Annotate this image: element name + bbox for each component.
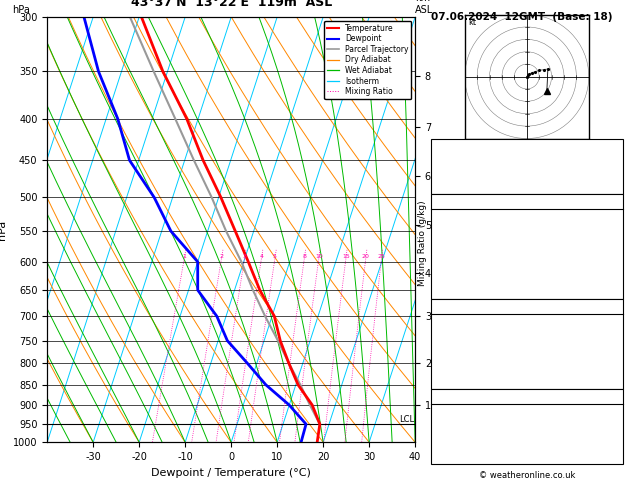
Text: 3: 3 xyxy=(614,407,620,416)
Text: 15: 15 xyxy=(342,254,350,259)
Text: CAPE (J): CAPE (J) xyxy=(436,272,472,281)
Text: 12: 12 xyxy=(608,143,620,152)
Text: 20: 20 xyxy=(362,254,370,259)
Text: km
ASL: km ASL xyxy=(415,0,433,15)
Text: 22: 22 xyxy=(608,422,620,431)
Text: 0: 0 xyxy=(614,287,620,296)
X-axis label: Dewpoint / Temperature (°C): Dewpoint / Temperature (°C) xyxy=(151,468,311,478)
Text: 306°: 306° xyxy=(598,437,620,446)
Text: StmDir: StmDir xyxy=(436,437,467,446)
Text: Surface: Surface xyxy=(507,197,547,207)
Text: 327: 327 xyxy=(603,332,620,341)
Text: 5: 5 xyxy=(614,257,620,266)
Text: hPa: hPa xyxy=(12,5,30,15)
Text: 0: 0 xyxy=(614,362,620,371)
Text: 2: 2 xyxy=(220,254,223,259)
Text: 8: 8 xyxy=(303,254,306,259)
Text: 0: 0 xyxy=(614,272,620,281)
Legend: Temperature, Dewpoint, Parcel Trajectory, Dry Adiabat, Wet Adiabat, Isotherm, Mi: Temperature, Dewpoint, Parcel Trajectory… xyxy=(324,21,411,99)
Text: LCL: LCL xyxy=(399,415,414,424)
Text: Dewp (°C): Dewp (°C) xyxy=(436,227,482,236)
Text: Hodograph: Hodograph xyxy=(499,392,555,401)
Text: 2.26: 2.26 xyxy=(599,181,620,190)
Text: CIN (J): CIN (J) xyxy=(436,377,464,386)
Text: 322: 322 xyxy=(603,242,620,251)
Text: 2: 2 xyxy=(614,347,620,356)
Text: CIN (J): CIN (J) xyxy=(436,287,464,296)
Text: Pressure (mb): Pressure (mb) xyxy=(436,317,499,326)
Text: Lifted Index: Lifted Index xyxy=(436,257,489,266)
Text: K: K xyxy=(436,143,442,152)
Text: PW (cm): PW (cm) xyxy=(436,181,474,190)
Text: 42: 42 xyxy=(608,162,620,171)
Y-axis label: km
ASL: km ASL xyxy=(434,221,455,239)
Text: Most Unstable: Most Unstable xyxy=(490,302,564,311)
Text: 4: 4 xyxy=(259,254,264,259)
Text: θₑ (K): θₑ (K) xyxy=(436,332,461,341)
Text: Totals Totals: Totals Totals xyxy=(436,162,490,171)
Text: 1: 1 xyxy=(182,254,186,259)
Text: StmSpd (kt): StmSpd (kt) xyxy=(436,452,490,461)
Text: 25: 25 xyxy=(377,254,386,259)
Text: 950: 950 xyxy=(603,317,620,326)
Text: 43°37'N  13°22'E  119m  ASL: 43°37'N 13°22'E 119m ASL xyxy=(131,0,331,8)
Text: SREH: SREH xyxy=(436,422,460,431)
Text: Lifted Index: Lifted Index xyxy=(436,347,489,356)
Text: Temp (°C): Temp (°C) xyxy=(436,212,481,221)
Text: © weatheronline.co.uk: © weatheronline.co.uk xyxy=(479,471,575,480)
Text: 3: 3 xyxy=(242,254,247,259)
Text: 10: 10 xyxy=(315,254,323,259)
Text: θₑ(K): θₑ(K) xyxy=(436,242,458,251)
Text: EH: EH xyxy=(436,407,448,416)
Text: 0: 0 xyxy=(614,377,620,386)
Y-axis label: hPa: hPa xyxy=(0,220,8,240)
Text: 07.06.2024  12GMT  (Base: 18): 07.06.2024 12GMT (Base: 18) xyxy=(431,12,613,22)
Text: 5: 5 xyxy=(273,254,277,259)
Text: kt: kt xyxy=(469,18,477,27)
Text: 10: 10 xyxy=(608,452,620,461)
Text: 18.7: 18.7 xyxy=(599,212,620,221)
Text: Mixing Ratio (g/kg): Mixing Ratio (g/kg) xyxy=(418,200,427,286)
Text: 15.2: 15.2 xyxy=(599,227,620,236)
Text: CAPE (J): CAPE (J) xyxy=(436,362,472,371)
